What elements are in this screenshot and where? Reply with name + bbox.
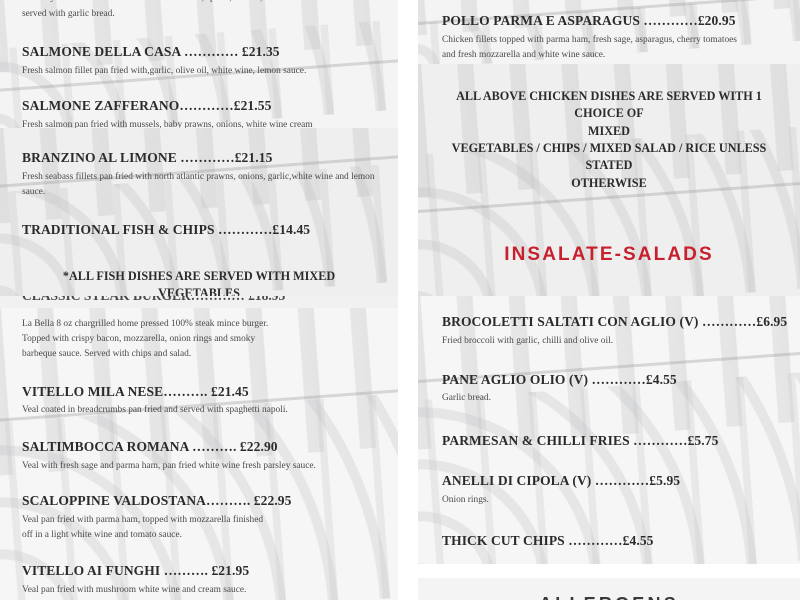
section-title-insalate-salads: INSALATE-SALADS: [504, 243, 714, 265]
dish-scaloppine-valdostana: SCALOPPINE VALDOSTANA………. £22.95 Veal pa…: [22, 493, 376, 543]
fish-dishes-note: *ALL FISH DISHES ARE SERVED WITH MIXED V…: [22, 268, 376, 297]
partial-description-line1: An array of shellfish and fish stewed wi…: [22, 0, 376, 6]
chicken-note-line1: ALL ABOVE CHICKEN DISHES ARE SERVED WITH…: [456, 89, 762, 121]
section-title-allergens: ALLERGENS: [442, 578, 776, 600]
dish-pane-aglio-olio: PANE AGLIO OLIO (V) …………£4.55 Garlic bre…: [442, 372, 776, 407]
dish-name: BRANZINO AL LIMONE …………£21.15: [22, 150, 273, 165]
chicken-note-line4: OTHERWISE: [571, 175, 647, 190]
dish-name: ANELLI DI CIPOLA (V) …………£5.95: [442, 473, 681, 489]
dish-name: SALTIMBOCCA ROMANA ………. £22.90: [22, 439, 278, 455]
sides-panel: BROCOLETTI SALTATI CON AGLIO (V) …………£6.…: [418, 296, 800, 564]
dish-description: Fresh seabass fillets pan fried with nor…: [22, 171, 375, 197]
dish-name: PARMESAN & CHILLI FRIES …………£5.75: [442, 432, 719, 448]
dish-parmesan-chilli-fries: PARMESAN & CHILLI FRIES …………£5.75: [442, 433, 776, 449]
dish-anelli-di-cipola: ANELLI DI CIPOLA (V) …………£5.95 Onion rin…: [442, 473, 776, 508]
allergens-panel: ALLERGENS: [418, 578, 800, 600]
dish-name: VITELLO MILA NESE………. £21.45: [22, 383, 249, 399]
chicken-note-line3: VEGETABLES / CHIPS / MIXED SALAD / RICE …: [451, 140, 767, 173]
allergens-gap: [418, 564, 800, 578]
clipped-heading-text: CLASSIC STEAK BURGER………… £18.95: [22, 296, 285, 304]
dish-name: SCALOPPINE VALDOSTANA………. £22.95: [22, 493, 292, 509]
fish-panel-bottom: BRANZINO AL LIMONE …………£21.15 Fresh seab…: [0, 128, 398, 296]
section-seam-clipped-heading: CLASSIC STEAK BURGER………… £18.95: [0, 296, 398, 308]
fish-panel-top: An array of shellfish and fish stewed wi…: [0, 0, 398, 128]
dish-vitello-ai-funghi: VITELLO AI FUNGHI ………. £21.95 Veal pan f…: [22, 563, 376, 598]
dish-vitello-milanese: VITELLO MILA NESE………. £21.45 Veal coated…: [22, 384, 376, 419]
dish-name: THICK CUT CHIPS …………£4.55: [442, 532, 654, 548]
dish-pollo-parma-e-asparagus: POLLO PARMA E ASPARAGUS …………£20.95 Chick…: [442, 0, 776, 63]
chicken-panel: POLLO PARMA E ASPARAGUS …………£20.95 Chick…: [418, 0, 800, 64]
dish-description: Veal pan fried with mushroom white wine …: [22, 584, 247, 595]
fish-note-line1: *ALL FISH DISHES ARE SERVED WITH MIXED V…: [62, 268, 336, 297]
partial-description-line2: served with garlic bread.: [22, 9, 115, 20]
chicken-dishes-note: ALL ABOVE CHICKEN DISHES ARE SERVED WITH…: [442, 64, 776, 192]
dish-brocoletti-saltati-con-aglio: BROCOLETTI SALTATI CON AGLIO (V) …………£6.…: [442, 296, 788, 349]
menu-right-column: POLLO PARMA E ASPARAGUS …………£20.95 Chick…: [418, 0, 800, 600]
dish-salmone-zafferano: SALMONE ZAFFERANO…………£21.55 Fresh salmon…: [22, 98, 376, 128]
dish-description: Garlic bread.: [442, 393, 491, 404]
dish-branzino-al-limone: BRANZINO AL LIMONE …………£21.15 Fresh seab…: [22, 128, 376, 200]
dish-saltimbocca-romana: SALTIMBOCCA ROMANA ………. £22.90 Veal with…: [22, 439, 376, 474]
dish-description: Onion rings.: [442, 494, 489, 505]
burger-description: La Bella 8 oz chargrilled home pressed 1…: [22, 319, 269, 360]
menu-left-column: An array of shellfish and fish stewed wi…: [0, 0, 398, 600]
dish-description: Veal pan fried with parma ham, topped wi…: [22, 514, 264, 540]
dish-description: Veal coated in breadcrumbs pan fried and…: [22, 405, 288, 416]
dish-thick-cut-chips: THICK CUT CHIPS …………£4.55: [442, 533, 776, 549]
chicken-note-panel: ALL ABOVE CHICKEN DISHES ARE SERVED WITH…: [418, 64, 800, 296]
dish-salmone-della-casa: SALMONE DELLA CASA ………… £21.35 Fresh sal…: [22, 44, 376, 79]
dish-traditional-fish-and-chips: TRADITIONAL FISH & CHIPS …………£14.45: [22, 222, 376, 238]
meat-panel: La Bella 8 oz chargrilled home pressed 1…: [0, 308, 398, 600]
dish-description: Veal with fresh sage and parma ham, pan …: [22, 460, 316, 471]
dish-description: Fresh salmon pan fried with mussels, bab…: [22, 119, 313, 128]
dish-name: BROCOLETTI SALTATI CON AGLIO (V) …………£6.…: [442, 314, 788, 329]
dish-name: SALMONE ZAFFERANO…………£21.55: [22, 98, 272, 114]
dish-description: Fried broccoli with garlic, chilli and o…: [442, 335, 614, 346]
dish-name: TRADITIONAL FISH & CHIPS …………£14.45: [22, 221, 311, 237]
dish-name: VITELLO AI FUNGHI ………. £21.95: [22, 563, 250, 579]
dish-description: Fresh salmon fillet pan fried with,garli…: [22, 65, 307, 76]
dish-name: PANE AGLIO OLIO (V) …………£4.55: [442, 371, 677, 387]
dish-name: SALMONE DELLA CASA ………… £21.35: [22, 44, 280, 60]
chicken-note-line2: MIXED: [588, 123, 630, 138]
dish-description: Chicken fillets topped with parma ham, f…: [442, 34, 737, 60]
dish-name: POLLO PARMA E ASPARAGUS …………£20.95: [442, 13, 736, 28]
